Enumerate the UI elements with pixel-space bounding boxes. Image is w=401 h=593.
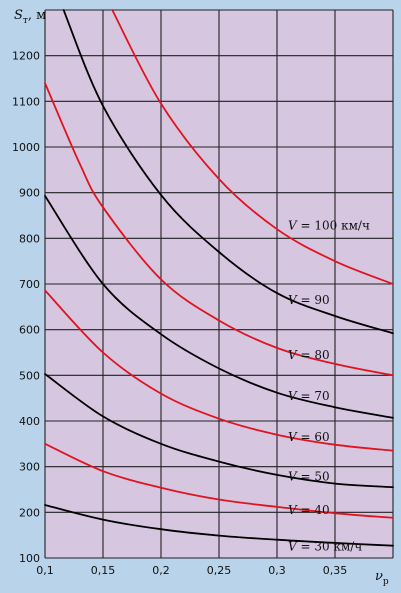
curve-line <box>44 373 394 489</box>
y-axis-subscript: т <box>23 16 28 26</box>
y-axis-unit: , м <box>28 8 46 23</box>
curve-label-variable: V <box>288 348 298 362</box>
curve-line <box>44 289 394 452</box>
curve-line <box>111 9 394 285</box>
tick-labels: 100 200 300 400 500 600 700 800 900 1000 1100 1200 0… <box>12 50 347 577</box>
y-tick-label: 1100 <box>12 95 40 108</box>
curve-label-variable: V <box>288 430 298 444</box>
y-tick-label: 1000 <box>12 141 40 154</box>
curve-label-variable: V <box>288 389 298 403</box>
curve-line <box>44 82 394 377</box>
y-tick-label: 200 <box>19 506 40 519</box>
y-axis-symbol: S <box>14 8 23 23</box>
y-axis-title: Sт, м <box>14 8 46 26</box>
curve-label: V = 60 <box>288 430 330 444</box>
curve-label: V = 80 <box>288 348 330 362</box>
curves <box>44 9 394 547</box>
y-tick-label: 500 <box>19 369 40 382</box>
curve-label-value: = 50 <box>297 470 330 484</box>
curve-label-value: = 100 км/ч <box>297 219 370 233</box>
y-tick-label: 800 <box>19 232 40 245</box>
curve-label-value: = 70 <box>297 389 330 403</box>
curve-label-variable: V <box>288 503 298 517</box>
curve-line <box>62 9 394 335</box>
x-tick-label: 0,35 <box>323 564 348 577</box>
curve-label: V = 40 <box>288 503 330 517</box>
x-axis-title: νр <box>375 569 389 587</box>
curve-line <box>44 195 394 419</box>
curve-label: V = 90 <box>288 293 330 307</box>
curve-line <box>44 442 394 519</box>
curve-label-variable: V <box>288 219 298 233</box>
y-tick-label: 900 <box>19 187 40 200</box>
y-tick-label: 400 <box>19 415 40 428</box>
x-tick-label: 0,1 <box>36 564 54 577</box>
x-axis-subscript: р <box>383 577 389 587</box>
x-axis-symbol: ν <box>375 569 383 584</box>
curve-label-variable: V <box>288 293 298 307</box>
curve-label-variable: V <box>288 540 298 554</box>
y-tick-label: 1200 <box>12 50 40 63</box>
curve-label-value: = 30 км/ч <box>297 540 363 554</box>
x-tick-label: 0,3 <box>268 564 286 577</box>
x-tick-label: 0,15 <box>91 564 116 577</box>
x-tick-label: 0,2 <box>152 564 170 577</box>
curve-line <box>44 504 394 547</box>
curve-label: V = 70 <box>288 389 330 403</box>
y-tick-label: 600 <box>19 324 40 337</box>
curve-label: V = 50 <box>288 470 330 484</box>
y-tick-label: 100 <box>19 552 40 565</box>
curve-label: V = 30 км/ч <box>288 540 362 554</box>
curve-label-value: = 60 <box>297 430 330 444</box>
y-tick-label: 700 <box>19 278 40 291</box>
curve-label: V = 100 км/ч <box>288 219 370 233</box>
curve-label-value: = 80 <box>297 348 330 362</box>
curve-label-value: = 40 <box>297 503 330 517</box>
y-tick-label: 300 <box>19 461 40 474</box>
grid-lines <box>44 9 394 559</box>
x-tick-label: 0,25 <box>207 564 232 577</box>
curve-labels: V = 30 км/чV = 40V = 50V = 60V = 70V = 8… <box>288 219 370 554</box>
curve-label-variable: V <box>288 470 298 484</box>
curve-label-value: = 90 <box>297 293 330 307</box>
